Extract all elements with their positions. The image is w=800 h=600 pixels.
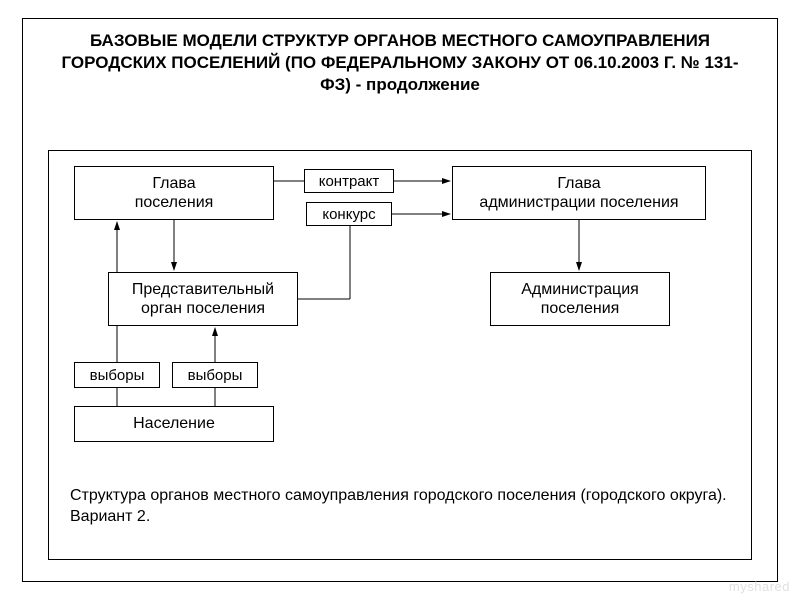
node-label: Главаадминистрации поселения bbox=[479, 174, 678, 212]
node-rep-body: Представительныйорган поселения bbox=[108, 272, 298, 326]
node-head-admin: Главаадминистрации поселения bbox=[452, 166, 706, 220]
watermark: myshared bbox=[729, 579, 790, 594]
node-contract: контракт bbox=[304, 169, 394, 193]
node-population: Население bbox=[74, 406, 274, 442]
node-label: Население bbox=[133, 414, 215, 433]
caption: Структура органов местного самоуправлени… bbox=[70, 486, 730, 528]
node-label: контракт bbox=[319, 173, 380, 190]
node-label: выборы bbox=[188, 367, 243, 384]
node-head-settlement: Главапоселения bbox=[74, 166, 274, 220]
node-label: Представительныйорган поселения bbox=[132, 280, 274, 318]
caption-text: Структура органов местного самоуправлени… bbox=[70, 487, 727, 525]
node-contest: конкурс bbox=[306, 202, 392, 226]
node-label: Администрацияпоселения bbox=[521, 280, 639, 318]
node-elections-1: выборы bbox=[74, 362, 160, 388]
page-title: БАЗОВЫЕ МОДЕЛИ СТРУКТУР ОРГАНОВ МЕСТНОГО… bbox=[60, 30, 740, 96]
node-label: Главапоселения bbox=[135, 174, 214, 212]
node-label: выборы bbox=[90, 367, 145, 384]
node-elections-2: выборы bbox=[172, 362, 258, 388]
node-label: конкурс bbox=[322, 206, 375, 223]
node-administration: Администрацияпоселения bbox=[490, 272, 670, 326]
